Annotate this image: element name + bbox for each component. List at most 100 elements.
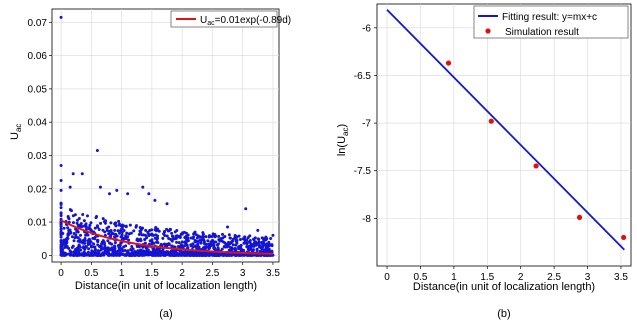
scatter-point <box>136 239 140 243</box>
scatter-point <box>107 253 111 257</box>
scatter-point <box>191 236 195 240</box>
scatter-point <box>140 251 144 255</box>
scatter-point <box>154 233 158 237</box>
scatter-point <box>76 248 80 252</box>
legend-a: Uac=0.01exp(-0.89d) <box>170 10 291 28</box>
plot-area-b <box>376 3 632 267</box>
scatter-point <box>239 243 243 247</box>
x-tick-label: 1 <box>451 272 457 283</box>
scatter-point <box>143 237 147 241</box>
scatter-point <box>263 250 267 254</box>
scatter-point <box>84 222 88 226</box>
scatter-point <box>192 253 196 257</box>
scatter-point <box>59 222 63 226</box>
scatter-point <box>59 206 63 210</box>
scatter-point <box>117 231 121 235</box>
simulation-point <box>533 163 539 169</box>
scatter-point <box>260 240 264 244</box>
scatter-point <box>70 235 74 239</box>
scatter-point <box>114 232 118 236</box>
scatter-point <box>113 244 117 248</box>
scatter-point <box>92 250 96 254</box>
scatter-point <box>155 249 159 253</box>
scatter-point <box>115 188 119 192</box>
scatter-point <box>117 223 121 227</box>
scatter-point <box>144 233 148 237</box>
scatter-point <box>67 231 71 235</box>
scatter-point <box>250 243 254 247</box>
scatter-point <box>118 250 122 254</box>
x-tick-label: 0 <box>384 272 390 283</box>
scatter-point <box>177 252 181 256</box>
scatter-point <box>113 250 117 254</box>
scatter-point <box>82 219 86 223</box>
scatter-point <box>150 228 154 232</box>
scatter-point <box>93 226 97 230</box>
scatter-point <box>80 224 84 228</box>
scatter-point <box>169 227 172 231</box>
scatter-point <box>128 223 132 227</box>
scatter-point <box>183 244 187 248</box>
scatter-point <box>67 252 71 256</box>
scatter-point <box>147 192 151 196</box>
scatter-point <box>198 238 202 242</box>
scatter-point <box>131 247 135 251</box>
scatter-point <box>235 235 239 239</box>
scatter-point <box>86 250 90 254</box>
x-tick-label: 3.5 <box>614 272 628 283</box>
simulation-point <box>445 60 452 66</box>
scatter-point <box>63 246 67 250</box>
scatter-point <box>59 231 63 235</box>
scatter-point <box>167 242 171 246</box>
scatter-point <box>199 241 203 245</box>
fit-line-b <box>386 9 625 251</box>
scatter-point <box>76 223 80 227</box>
scatter-point <box>212 247 216 251</box>
scatter-point <box>165 202 169 206</box>
scatter-point <box>111 253 115 257</box>
scatter-point <box>237 234 241 238</box>
scatter-point <box>234 253 237 257</box>
scatter-point <box>269 236 273 240</box>
scatter-point <box>84 225 88 229</box>
scatter-point <box>152 248 156 252</box>
scatter-point <box>213 232 217 236</box>
scatter-point <box>132 229 136 233</box>
y-tick-label: -8 <box>362 214 371 225</box>
scatter-point <box>84 233 88 237</box>
scatter-point <box>86 241 90 245</box>
scatter-point <box>139 239 143 243</box>
scatter-point <box>225 253 229 257</box>
panel-b: 0 0.5 1 1.5 2 2.5 3 3.5 -6 -6.5 -7 -7.5 -8 Fitting … <box>336 3 632 320</box>
scatter-point <box>242 241 246 245</box>
scatter-point <box>117 219 121 223</box>
scatter-point <box>228 236 232 240</box>
y-axis-label-a: Uac <box>9 124 23 140</box>
scatter-point <box>266 244 270 248</box>
scatter-point <box>66 226 70 230</box>
scatter-point <box>123 249 127 253</box>
scatter-point <box>251 248 255 252</box>
scatter-point <box>82 251 86 255</box>
y-tick-label: 0.07 <box>28 18 48 29</box>
scatter-point <box>185 253 189 257</box>
scatter-point <box>192 232 196 236</box>
scatter-point <box>73 213 77 217</box>
x-tick-label: 0.5 <box>84 268 98 279</box>
legend-label-sim-b: Simulation result <box>505 27 579 38</box>
scatter-point <box>169 249 173 253</box>
scatter-point <box>97 228 101 232</box>
scatter-point <box>127 232 131 236</box>
scatter-point <box>255 247 259 251</box>
fit-curve-a <box>60 219 273 255</box>
panel-a: 0 0.5 1 1.5 2 2.5 3 3.5 0 0.01 0.02 0.03 0.04 0.05 0.… <box>9 8 291 320</box>
scatter-point <box>87 247 91 251</box>
x-ticks-a: 0 0.5 1 1.5 2 2.5 3 3.5 <box>58 262 280 279</box>
scatter-point <box>137 252 141 256</box>
scatter-point <box>209 241 213 245</box>
scatter-point <box>64 252 68 256</box>
scatter-point <box>248 239 252 243</box>
simulation-point <box>621 234 627 241</box>
scatter-point <box>59 225 63 229</box>
scatter-point <box>214 253 218 257</box>
